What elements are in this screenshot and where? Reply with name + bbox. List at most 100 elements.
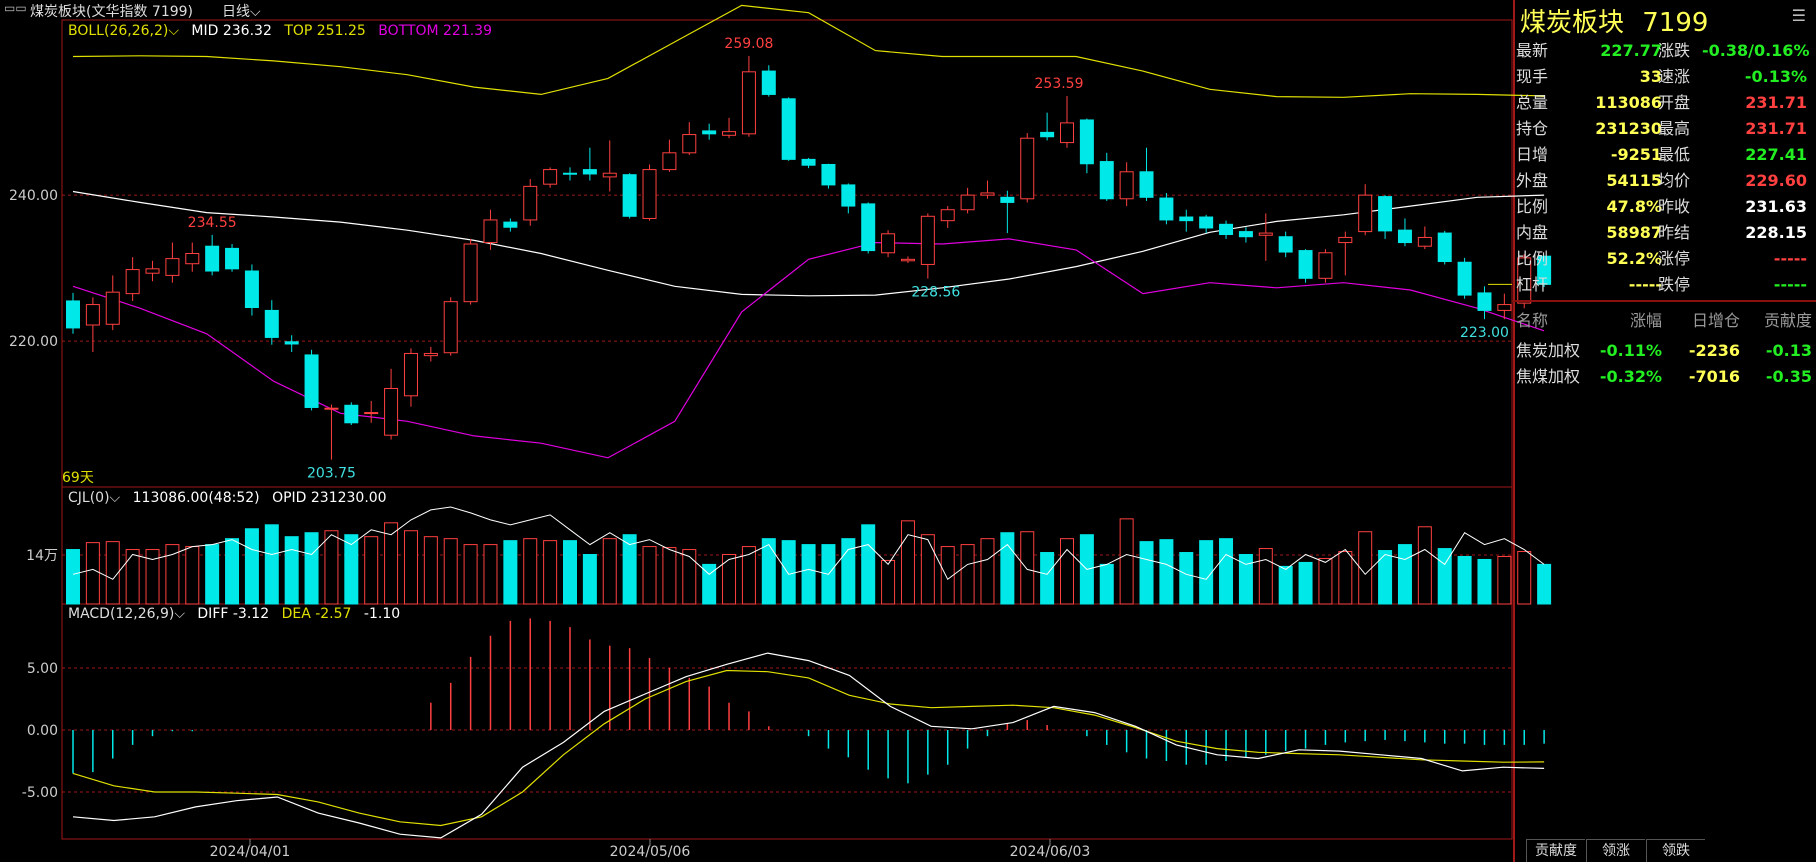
quote-value: 52.2% — [1606, 249, 1662, 268]
candle-body — [185, 253, 200, 265]
quote-value: -0.13% — [1744, 67, 1807, 86]
quote-value: 47.8% — [1606, 197, 1662, 216]
candle-body — [1179, 216, 1194, 222]
candle-body — [1278, 236, 1293, 253]
quote-label: 内盘 — [1516, 223, 1549, 242]
price-axis-label: 240.00 — [9, 188, 58, 204]
quote-label: 杠杆 — [1516, 275, 1549, 294]
volume-bar — [264, 524, 279, 605]
quote-label: 昨结 — [1658, 223, 1691, 242]
candle-body — [1020, 137, 1035, 200]
volume-bar — [920, 534, 935, 605]
volume-bar — [543, 540, 558, 605]
candle-body — [682, 134, 697, 154]
period-label: 日线 — [222, 4, 250, 20]
volume-bar — [1338, 551, 1353, 605]
opid-line — [72, 506, 1545, 581]
candle-body — [821, 163, 836, 186]
annotation-high: 234.55 — [188, 215, 237, 231]
column-header: 日增仓 — [1691, 311, 1740, 330]
volume-bar — [1378, 550, 1393, 605]
volume-bar — [403, 530, 418, 605]
tab-1[interactable]: 领涨 — [1586, 839, 1645, 862]
volume-bar — [1497, 555, 1512, 605]
volume-bar — [960, 544, 975, 605]
boll-header: BOLL(26,26,2)⌵ MID 236.32 TOP 251.25 BOT… — [68, 23, 492, 39]
cjl-label[interactable]: CJL(0) — [68, 490, 110, 506]
quote-value: 231.71 — [1745, 119, 1807, 138]
candle-body — [344, 404, 359, 424]
row-name: 焦炭加权 — [1516, 341, 1581, 360]
volume-bar — [503, 540, 518, 605]
candle-body — [702, 130, 717, 135]
quote-row: 总量 113086 开盘 231.71 — [1512, 90, 1816, 116]
cjl-opid: OPID 231230.00 — [272, 490, 387, 506]
instrument-title: 煤炭板块 — [1520, 8, 1625, 38]
volume-bar — [1000, 532, 1015, 605]
candle-body — [1437, 232, 1452, 263]
tab-0[interactable]: 贡献度 — [1526, 839, 1585, 862]
volume-bar — [1139, 541, 1154, 605]
boll-label[interactable]: BOLL(26,26,2) — [68, 23, 169, 39]
annotation-low: 223.00 — [1460, 325, 1509, 341]
row-contrib: -0.35 — [1765, 367, 1812, 386]
candle-body — [582, 169, 597, 175]
macd-axis-label: -5.00 — [22, 785, 58, 801]
volume-bar — [1457, 555, 1472, 605]
candle-body — [960, 194, 975, 211]
candle-body — [1417, 236, 1432, 247]
chevron-down-icon: ⌵ — [174, 606, 185, 622]
quote-value: 228.15 — [1745, 223, 1807, 242]
candle-body — [920, 215, 935, 265]
quote-label: 外盘 — [1516, 171, 1549, 190]
candle-body — [523, 185, 538, 221]
volume-bar — [1099, 563, 1114, 605]
candle-body — [483, 219, 498, 244]
candle-body — [940, 209, 955, 222]
volume-bar — [741, 546, 756, 605]
volume-bar — [781, 540, 796, 605]
candle-body — [841, 184, 856, 207]
candle-body — [563, 172, 577, 175]
candle-body — [384, 387, 399, 436]
candle-body — [543, 169, 558, 185]
candle-body — [662, 152, 677, 171]
tab-2[interactable]: 领跌 — [1646, 839, 1705, 862]
quote-value: 227.77 — [1600, 41, 1662, 60]
volume-bar — [642, 546, 657, 605]
panel-menu-icon[interactable]: ☰ — [1791, 6, 1806, 25]
candle-body — [1219, 223, 1234, 236]
volume-bar — [940, 546, 955, 605]
volume-bar — [1219, 538, 1234, 605]
volume-bar — [1417, 526, 1432, 605]
quote-label: 昨收 — [1658, 197, 1691, 216]
window-menu-icon[interactable]: ▭▭ — [4, 1, 27, 15]
candle-body — [980, 192, 995, 196]
annotation-low: 203.75 — [307, 466, 356, 482]
volume-bar — [185, 546, 200, 605]
volume-bar — [523, 538, 538, 605]
candle-body — [1000, 196, 1015, 203]
quote-label: 速涨 — [1658, 67, 1691, 86]
volume-bar — [1020, 531, 1035, 605]
candle-body — [304, 354, 319, 408]
candle-body — [85, 304, 100, 326]
candle-body — [205, 245, 220, 272]
volume-bar — [841, 538, 856, 605]
candle-body — [1159, 197, 1174, 221]
volume-bar — [1159, 539, 1174, 605]
period-selector[interactable]: 日线⌵ — [222, 1, 261, 21]
quote-value: 54115 — [1606, 171, 1662, 190]
macd-label[interactable]: MACD(12,26,9) — [68, 606, 175, 622]
quote-value: 33 — [1639, 67, 1662, 86]
candle-body — [1099, 161, 1114, 200]
candle-body — [1477, 292, 1492, 311]
candle-body — [145, 268, 160, 274]
window-title: 煤炭板块(文华指数 7199) — [30, 4, 194, 20]
volume-bar — [1477, 558, 1492, 605]
title-bar: ▭▭ 煤炭板块(文华指数 7199) 日线⌵ — [0, 0, 1512, 20]
table-row[interactable]: 焦炭加权 -0.11% -2236 -0.13 — [1512, 338, 1816, 364]
table-row[interactable]: 焦煤加权 -0.32% -7016 -0.35 — [1512, 364, 1816, 390]
macd-diff: DIFF -3.12 — [197, 606, 270, 622]
